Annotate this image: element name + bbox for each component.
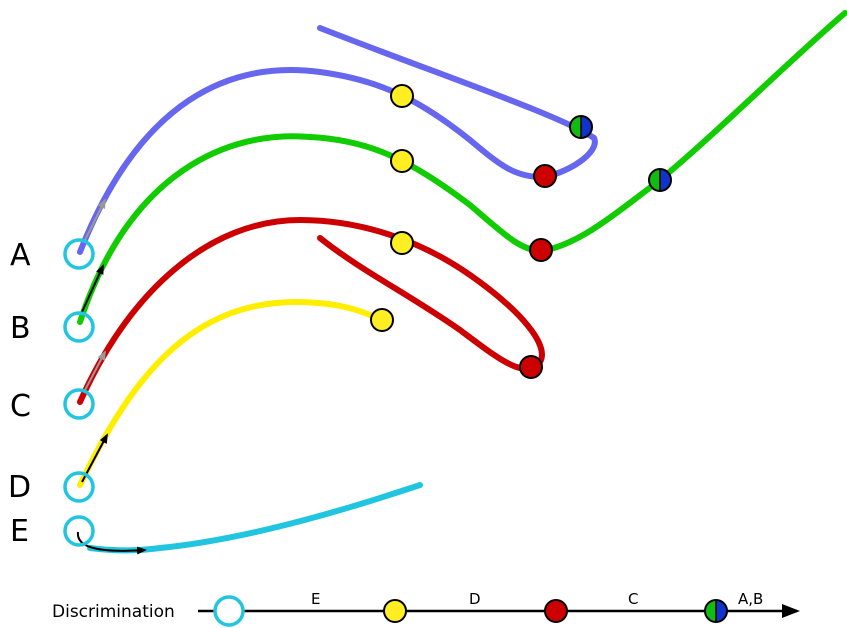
axis-split-node <box>704 599 728 623</box>
axis-ring <box>213 595 245 627</box>
axis-segment-e: E <box>311 590 320 608</box>
start-ring-d <box>63 471 95 503</box>
trajectory-a <box>77 25 598 255</box>
axis-yellow-node <box>383 599 407 623</box>
lineage-label-a: A <box>10 238 31 273</box>
lineage-label-d: D <box>8 470 31 505</box>
yellow-node-d <box>370 308 394 332</box>
split-node-b <box>648 168 672 192</box>
start-ring-a <box>63 238 95 270</box>
red-node-a <box>533 164 557 188</box>
trajectory-d <box>77 298 385 488</box>
lineage-label-c: C <box>10 389 31 424</box>
yellow-node-b <box>390 149 414 173</box>
axis-arrowhead <box>782 604 800 618</box>
lineage-label-e: E <box>10 514 29 549</box>
yellow-node-c <box>390 231 414 255</box>
red-node-c <box>519 355 543 379</box>
trajectory-b <box>77 10 847 325</box>
trajectory-e <box>87 482 423 554</box>
axis-segment-d: D <box>469 590 481 608</box>
axis-segment-c: C <box>628 590 638 608</box>
start-ring-b <box>63 311 95 343</box>
axis-red-node <box>544 599 568 623</box>
arrow-e <box>76 531 147 555</box>
start-ring-c <box>63 388 95 420</box>
arrow-a <box>84 198 106 241</box>
axis-title: Discrimination <box>52 602 175 622</box>
yellow-node-a <box>390 84 414 108</box>
start-ring-e <box>63 515 95 547</box>
split-node-a <box>569 115 593 139</box>
lineage-label-b: B <box>10 311 31 346</box>
red-node-b <box>529 238 553 262</box>
discrimination-axis: Discrimination E D C A,B <box>52 590 800 627</box>
arrow-c <box>83 350 106 393</box>
axis-segment-ab: A,B <box>738 590 763 608</box>
arrow-b <box>81 264 104 313</box>
trajectory-c <box>77 216 545 405</box>
